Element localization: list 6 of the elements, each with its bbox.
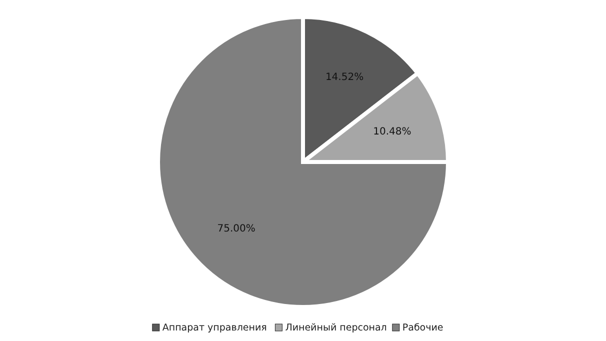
legend-label: Рабочие bbox=[402, 322, 444, 334]
legend-label: Аппарат управления bbox=[162, 322, 267, 334]
data-label: 75.00% bbox=[217, 223, 256, 234]
data-label: 10.48% bbox=[373, 126, 412, 138]
data-label: 14.52% bbox=[325, 72, 364, 84]
legend-label: Линейный персонал bbox=[285, 322, 387, 334]
